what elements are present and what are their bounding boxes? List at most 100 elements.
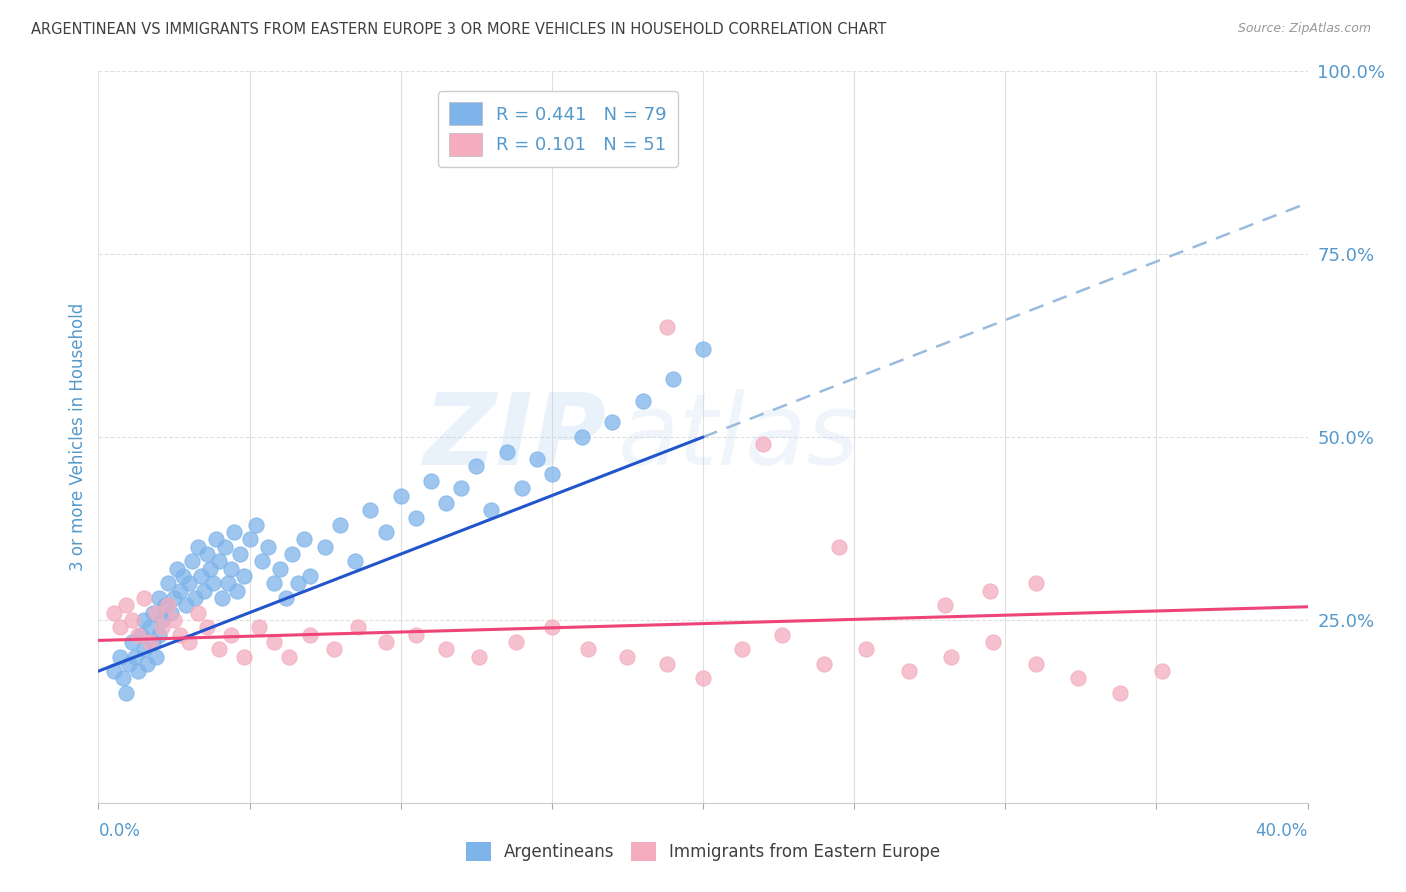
Point [114,599,136,613]
Point [200,562,222,576]
Point [281,547,304,561]
Point [731,642,754,657]
Point [169,627,191,641]
Point [221,627,243,641]
Point [1024,657,1046,671]
Point [770,627,793,641]
Text: atlas: atlas [619,389,860,485]
Point [510,481,533,495]
Point [250,554,273,568]
Point [150,620,173,634]
Point [269,562,291,576]
Point [526,452,548,467]
Point [1024,576,1046,591]
Point [114,686,136,700]
Point [263,635,285,649]
Point [934,599,956,613]
Legend: R = 0.441   N = 79, R = 0.101   N = 51: R = 0.441 N = 79, R = 0.101 N = 51 [439,91,678,167]
Y-axis label: 3 or more Vehicles in Household: 3 or more Vehicles in Household [69,303,87,571]
Point [813,657,835,671]
Point [344,554,367,568]
Point [150,613,173,627]
Point [299,627,322,641]
Point [256,540,278,554]
Point [139,620,162,634]
Point [205,533,228,547]
Point [277,649,299,664]
Point [172,569,194,583]
Point [179,635,201,649]
Point [226,583,249,598]
Point [245,517,267,532]
Point [465,459,488,474]
Point [139,635,162,649]
Text: 40.0%: 40.0% [1256,822,1308,839]
Point [221,562,243,576]
Point [274,591,297,605]
Point [169,583,191,598]
Point [655,320,678,334]
Point [505,635,527,649]
Point [187,606,209,620]
Point [405,510,427,524]
Point [897,664,920,678]
Point [468,649,491,664]
Point [187,540,209,554]
Legend: Argentineans, Immigrants from Eastern Europe: Argentineans, Immigrants from Eastern Eu… [458,835,948,868]
Point [692,672,714,686]
Point [979,583,1001,598]
Text: Source: ZipAtlas.com: Source: ZipAtlas.com [1237,22,1371,36]
Point [127,627,149,641]
Point [148,591,170,605]
Point [195,620,218,634]
Point [347,620,370,634]
Point [166,562,188,576]
Point [145,606,167,620]
Point [374,635,396,649]
Point [193,583,215,598]
Text: ARGENTINEAN VS IMMIGRANTS FROM EASTERN EUROPE 3 OR MORE VEHICLES IN HOUSEHOLD CO: ARGENTINEAN VS IMMIGRANTS FROM EASTERN E… [31,22,886,37]
Point [655,657,678,671]
Point [247,620,270,634]
Point [232,649,254,664]
Point [132,591,155,605]
Point [190,569,212,583]
Point [232,569,254,583]
Point [229,547,252,561]
Point [939,649,962,664]
Point [156,599,179,613]
Point [202,576,225,591]
Point [181,554,204,568]
Point [263,576,285,591]
Point [211,591,233,605]
Point [174,599,197,613]
Point [184,591,207,605]
Point [239,533,262,547]
Point [389,489,412,503]
Point [132,613,155,627]
Point [1067,672,1090,686]
Point [661,371,683,385]
Point [121,613,143,627]
Point [163,591,186,605]
Point [208,642,231,657]
Point [292,533,315,547]
Point [163,613,186,627]
Point [132,642,155,657]
Point [299,569,322,583]
Point [153,599,176,613]
Point [145,649,167,664]
Point [602,416,624,430]
Point [540,467,562,481]
Point [287,576,309,591]
Point [118,657,141,671]
Point [981,635,1004,649]
Point [224,525,246,540]
Point [127,664,149,678]
Point [405,627,427,641]
Point [420,474,443,488]
Point [1152,664,1174,678]
Point [135,657,157,671]
Point [752,437,775,451]
Point [828,540,851,554]
